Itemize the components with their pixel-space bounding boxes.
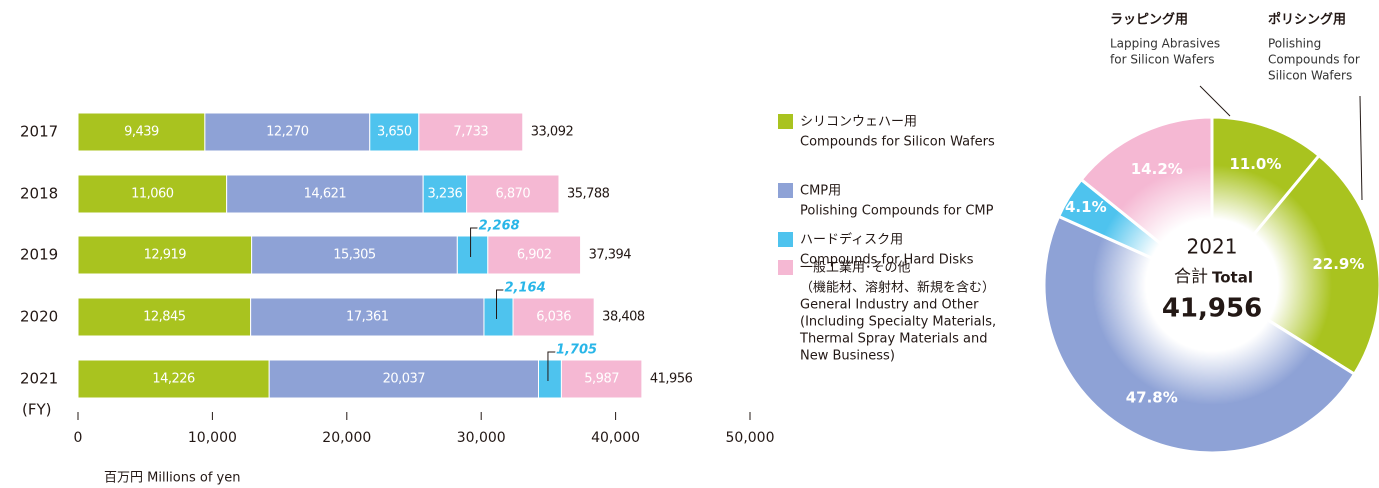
legend-label: CMP用 [800, 184, 841, 199]
bar-segment [537, 359, 562, 399]
value-label: 17,361 [346, 310, 389, 325]
pie-value-label: 4.1% [1065, 198, 1107, 216]
bar-segment [418, 112, 524, 152]
bar-segment [456, 235, 489, 275]
value-label: 3,236 [428, 187, 463, 202]
value-label: 2,268 [479, 219, 520, 234]
value-label: 12,919 [144, 248, 187, 263]
value-label: 7,733 [453, 125, 488, 140]
total-label: 37,394 [589, 248, 632, 263]
x-axis-label: 百万円 Millions of yen [104, 471, 241, 486]
value-label: 11,060 [131, 187, 174, 202]
bar-segment [268, 359, 539, 399]
legend-label: シリコンウェハー用 [800, 115, 917, 130]
legend-swatch [778, 260, 793, 275]
bar-segment [466, 174, 560, 214]
callout-line [470, 227, 479, 257]
pie-value-label: 22.9% [1312, 255, 1364, 273]
annotation-desc: Polishing [1268, 37, 1321, 51]
annotation-desc: Lapping Abrasives [1110, 37, 1220, 51]
bar-segment [77, 174, 228, 214]
bar-segment [250, 297, 485, 337]
value-label: 14,226 [152, 372, 195, 387]
x-tick-label: 40,000 [591, 430, 640, 446]
total-label: 41,956 [650, 372, 693, 387]
callout-line [496, 289, 505, 319]
bar-segment [77, 235, 253, 275]
y-axis-label: (FY) [22, 401, 52, 419]
pie-value-label: 11.0% [1229, 155, 1281, 173]
annotation-title: ポリシング用 [1268, 12, 1346, 28]
x-tick-label: 50,000 [726, 430, 775, 446]
bar-segment [487, 235, 582, 275]
y-tick-label: 2018 [20, 185, 58, 203]
y-tick-label: 2021 [20, 370, 58, 388]
value-label: 5,987 [584, 372, 619, 387]
bar-segment [512, 297, 595, 337]
callout-line [547, 351, 556, 381]
value-label: 15,305 [333, 248, 376, 263]
donut-glow [1092, 165, 1332, 405]
y-tick-label: 2020 [20, 308, 58, 326]
x-tick-label: 30,000 [457, 430, 506, 446]
value-label: 2,164 [505, 281, 546, 296]
bar-segment [251, 235, 458, 275]
legend-swatch [778, 232, 793, 247]
x-tick-label: 20,000 [322, 430, 371, 446]
bar-segment [560, 359, 643, 399]
x-tick-label: 10,000 [188, 430, 237, 446]
legend-desc: Compounds for Hard Disks [800, 253, 974, 268]
annotation-desc: Silicon Wafers [1268, 69, 1352, 83]
y-tick-label: 2017 [20, 123, 58, 141]
bar-segment [77, 297, 252, 337]
value-label: 12,845 [143, 310, 186, 325]
value-label: 6,036 [536, 310, 571, 325]
value-label: 12,270 [266, 125, 309, 140]
pie-value-label: 14.2% [1131, 160, 1183, 178]
bar-segment [422, 174, 468, 214]
annotation-title: ラッピング用 [1110, 12, 1188, 28]
bar-segment [77, 359, 270, 399]
legend-desc: Polishing Compounds for CMP [800, 204, 994, 219]
bar-segment [226, 174, 424, 214]
annotation-line [1199, 85, 1231, 117]
value-label: 14,621 [304, 187, 347, 202]
value-label: 20,037 [383, 372, 426, 387]
legend-swatch [778, 114, 793, 129]
legend-desc: General Industry and Other [800, 298, 979, 313]
center-label: 合計 [1174, 267, 1208, 287]
legend-desc: New Business) [800, 349, 895, 364]
legend-label: ハードディスク用 [800, 232, 903, 248]
value-label: 1,705 [556, 343, 597, 358]
value-label: 6,902 [517, 248, 552, 263]
legend-desc: (Including Specialty Materials, [800, 315, 996, 330]
pie-value-label: 47.8% [1126, 388, 1178, 406]
value-label: 3,650 [377, 125, 412, 140]
annotation-desc: Compounds for [1268, 53, 1360, 67]
x-tick-label: 0 [74, 430, 83, 446]
legend-desc: Thermal Spray Materials and [799, 332, 987, 347]
legend-desc: Compounds for Silicon Wafers [800, 135, 995, 150]
y-tick-label: 2019 [20, 246, 58, 264]
total-label: 35,788 [567, 187, 610, 202]
bar-segment [77, 112, 206, 152]
annotation-line [1359, 95, 1363, 201]
total-label: 38,408 [602, 310, 645, 325]
legend-desc: （機能材、溶射材、新規を含む） [800, 280, 995, 296]
legend-label: 一般工業用･その他 [800, 260, 911, 276]
annotation-desc: for Silicon Wafers [1110, 53, 1215, 67]
center-total: 41,956 [1162, 294, 1262, 324]
value-label: 6,870 [495, 187, 530, 202]
total-label: 33,092 [531, 125, 574, 140]
bar-segment [483, 297, 514, 337]
center-year: 2021 [1187, 235, 1238, 259]
legend-swatch [778, 183, 793, 198]
center-label-en: Total [1212, 269, 1253, 287]
value-label: 9,439 [124, 125, 159, 140]
